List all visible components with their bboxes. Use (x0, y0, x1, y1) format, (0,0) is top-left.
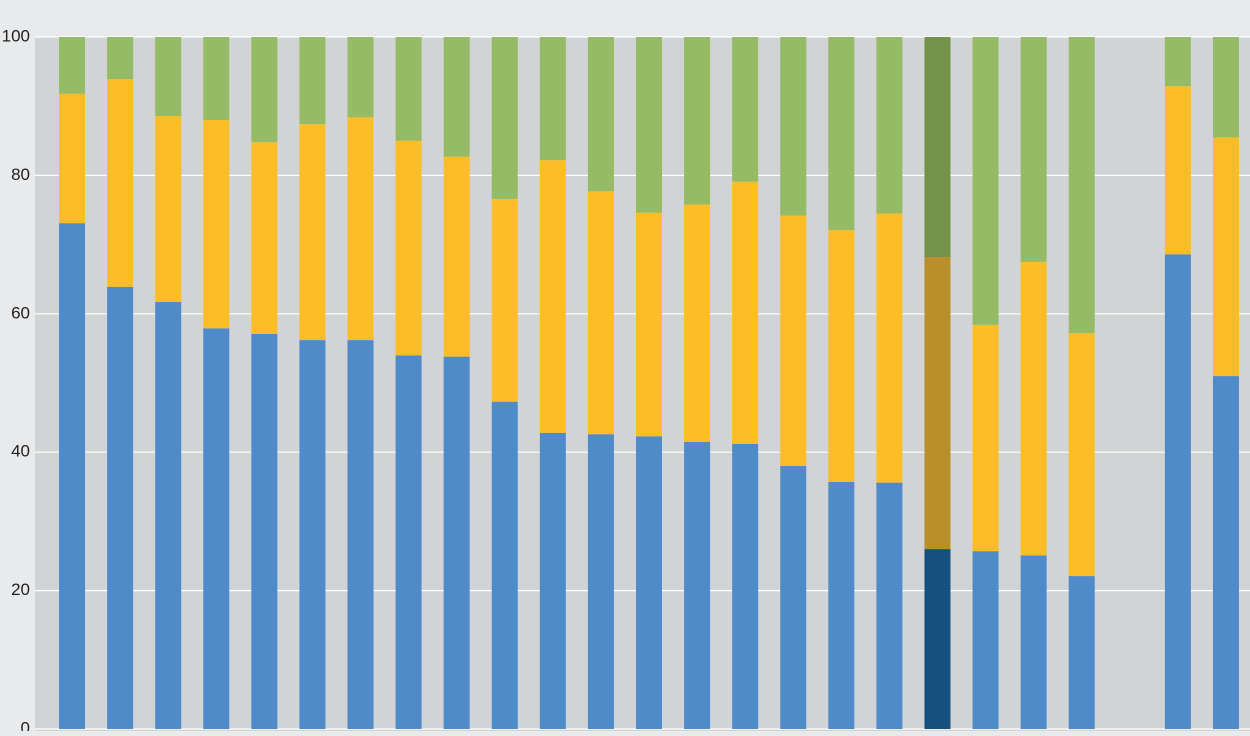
bar-segment (972, 37, 999, 325)
bar-segment (636, 212, 662, 437)
bar-segment (443, 356, 470, 729)
bar-segment (1068, 37, 1095, 334)
bar-segment (732, 443, 759, 729)
bar-segment (924, 37, 951, 258)
bar-segment (203, 120, 230, 329)
bar-segment (1020, 37, 1047, 262)
bar-segment (828, 230, 855, 482)
bar-segment (636, 37, 662, 213)
bar-segment (395, 355, 422, 729)
bar-segment (299, 37, 326, 125)
bar-segment (684, 204, 711, 442)
bar-segment (684, 37, 711, 205)
bar-segment (828, 37, 855, 231)
y-tick-label: 0 (21, 718, 30, 731)
bar-segment (59, 37, 86, 94)
bar-segment (443, 37, 470, 157)
bar-segment (395, 37, 422, 141)
bar-segment (924, 549, 951, 729)
bar-segment (491, 401, 518, 729)
bar-segment (155, 115, 182, 303)
bar-segment (299, 340, 326, 729)
bar-segment (155, 37, 182, 116)
bar-segment (1212, 376, 1239, 729)
bar-segment (1164, 37, 1191, 87)
bar-segment (347, 117, 374, 341)
bar-segment (539, 37, 566, 161)
bar-segment (780, 215, 807, 467)
bar-segment (539, 432, 566, 729)
y-tick-label: 80 (11, 165, 30, 184)
bar-segment (876, 482, 903, 729)
bar-segment (347, 37, 374, 118)
bar-segment (587, 191, 614, 435)
bar-segment (972, 324, 999, 552)
bar-segment (395, 140, 422, 356)
bar-segment (972, 551, 999, 729)
bar-segment (780, 37, 807, 216)
bar-segment (1068, 333, 1095, 577)
bar-segment (539, 160, 566, 433)
bar-segment (924, 257, 951, 550)
bar-segment (587, 37, 614, 192)
bar-segment (876, 37, 903, 214)
bar-segment (1068, 576, 1095, 729)
y-tick-label: 60 (11, 303, 30, 322)
bar-segment (443, 156, 470, 357)
bar-segment (1212, 137, 1239, 377)
bar-segment (347, 340, 374, 729)
bar-segment (732, 37, 759, 182)
bar-segment (203, 37, 230, 121)
y-tick-label: 20 (11, 580, 30, 599)
bar-segment (59, 93, 86, 224)
bar-segment (828, 481, 855, 729)
bar-segment (684, 441, 711, 729)
bar-segment (1164, 86, 1191, 255)
bar-segment (1020, 555, 1047, 729)
bar-segment (251, 333, 278, 729)
bar-segment (251, 37, 278, 143)
bar-segment (587, 434, 614, 729)
bar-segment (251, 142, 278, 334)
y-tick-label: 40 (11, 442, 30, 461)
bar-segment (1020, 261, 1047, 556)
bar-segment (876, 213, 903, 483)
bar-segment (155, 302, 182, 729)
bar-segment (107, 37, 134, 80)
bar-segment (491, 198, 518, 402)
bar-segment (1212, 37, 1239, 138)
bar-segment (59, 223, 86, 729)
bar-segment (107, 79, 134, 287)
bar-segment (780, 466, 807, 729)
y-tick-label: 100 (2, 26, 30, 45)
bar-segment (732, 181, 759, 444)
bar-segment (107, 286, 134, 729)
bar-segment (299, 124, 326, 341)
bar-segment (203, 328, 230, 729)
bar-segment (491, 37, 518, 199)
bar-segment (636, 436, 662, 729)
bar-segment (1164, 254, 1191, 729)
